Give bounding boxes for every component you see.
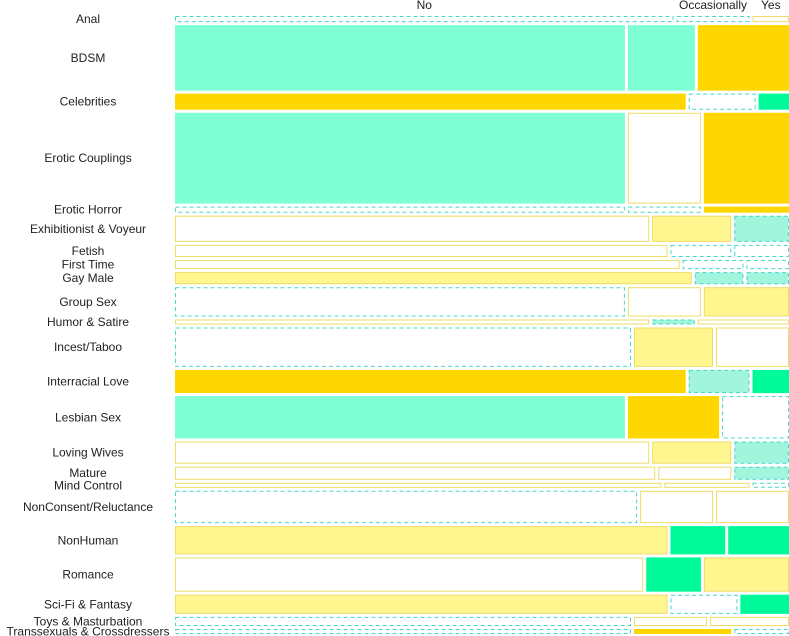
- cell-1-2: [697, 25, 789, 91]
- cell-0-2: [752, 16, 789, 23]
- row-label: Loving Wives: [52, 446, 123, 460]
- row-label: Humor & Satire: [47, 315, 129, 329]
- cell-13-1: [627, 396, 720, 439]
- cell-9-0: [175, 287, 625, 317]
- cell-11-2: [716, 327, 789, 367]
- cell-18-1: [670, 526, 726, 555]
- cell-9-2: [703, 287, 789, 317]
- cell-8-1: [694, 272, 744, 285]
- cell-13-0: [175, 396, 625, 439]
- cell-20-1: [670, 594, 738, 614]
- cell-3-0: [175, 112, 625, 204]
- row-label: Romance: [62, 568, 114, 582]
- cell-22-0: [175, 629, 631, 634]
- row-label: Celebrities: [60, 95, 117, 109]
- cell-14-2: [734, 441, 789, 464]
- cell-6-1: [670, 244, 732, 257]
- cell-16-2: [752, 482, 789, 488]
- cell-3-1: [627, 112, 701, 204]
- column-labels: No Occasionally Yes: [417, 0, 781, 12]
- row-label: Erotic Couplings: [44, 151, 131, 165]
- cell-2-2: [758, 93, 789, 110]
- cell-10-0: [175, 319, 650, 325]
- cell-6-0: [175, 244, 668, 257]
- cell-13-2: [722, 396, 789, 439]
- mosaic-cells: [175, 16, 789, 634]
- row-label: Group Sex: [59, 295, 116, 309]
- cell-9-1: [627, 287, 701, 317]
- row-label: Incest/Taboo: [54, 340, 122, 354]
- cell-16-0: [175, 482, 662, 488]
- row-label: Sci-Fi & Fantasy: [44, 597, 132, 611]
- cell-15-0: [175, 466, 656, 480]
- cell-12-2: [752, 369, 789, 394]
- row-label: BDSM: [71, 51, 106, 65]
- cell-18-2: [728, 526, 789, 555]
- cell-17-0: [175, 490, 638, 524]
- cell-6-2: [734, 244, 789, 257]
- row-labels: Anal BDSM Celebrities Erotic Couplings Eroti…: [7, 12, 170, 636]
- cell-10-1: [652, 319, 695, 325]
- cell-19-1: [646, 557, 701, 592]
- cell-7-0: [175, 260, 680, 270]
- row-label: Interracial Love: [47, 375, 129, 389]
- cell-22-1: [634, 629, 732, 634]
- row-label: Transsexuals & Crossdressers: [7, 625, 170, 636]
- cell-14-0: [175, 441, 650, 464]
- cell-8-0: [175, 272, 692, 285]
- cell-15-2: [734, 466, 789, 480]
- cell-5-0: [175, 215, 650, 242]
- cell-21-0: [175, 616, 631, 627]
- cell-11-0: [175, 327, 631, 367]
- row-label: Mind Control: [54, 478, 122, 492]
- cell-11-1: [634, 327, 713, 367]
- row-label: Gay Male: [62, 271, 114, 285]
- cell-7-1: [682, 260, 744, 270]
- cell-4-0: [175, 206, 625, 213]
- column-label: No: [417, 0, 433, 12]
- row-label: Exhibitionist & Voyeur: [30, 222, 146, 236]
- cell-2-0: [175, 93, 686, 110]
- cell-12-1: [688, 369, 750, 394]
- cell-21-2: [710, 616, 789, 627]
- cell-20-2: [740, 594, 789, 614]
- row-label: First Time: [62, 258, 115, 272]
- cell-17-2: [716, 490, 789, 524]
- row-label: Fetish: [72, 244, 105, 258]
- cell-5-2: [734, 215, 789, 242]
- cell-0-0: [175, 16, 674, 23]
- row-label: Mature: [69, 466, 107, 480]
- cell-5-1: [652, 215, 732, 242]
- cell-14-1: [652, 441, 732, 464]
- row-label: Erotic Horror: [54, 203, 122, 217]
- cell-17-1: [640, 490, 714, 524]
- cell-3-2: [703, 112, 789, 204]
- cell-2-1: [688, 93, 756, 110]
- cell-1-1: [627, 25, 695, 91]
- cell-4-1: [627, 206, 701, 213]
- cell-16-1: [664, 482, 750, 488]
- row-label: Anal: [76, 12, 100, 26]
- column-label: Occasionally: [679, 0, 747, 12]
- column-label: Yes: [761, 0, 781, 12]
- cell-1-0: [175, 25, 625, 91]
- cell-15-1: [658, 466, 732, 480]
- cell-4-2: [703, 206, 789, 213]
- cell-8-2: [746, 272, 789, 285]
- row-label: NonHuman: [58, 533, 119, 547]
- cell-19-2: [703, 557, 789, 592]
- cell-0-1: [676, 16, 750, 23]
- cell-20-0: [175, 594, 668, 614]
- cell-21-1: [634, 616, 707, 627]
- row-label: Lesbian Sex: [55, 410, 121, 424]
- cell-12-0: [175, 369, 686, 394]
- cell-22-2: [734, 629, 789, 634]
- cell-10-2: [697, 319, 789, 325]
- cell-7-2: [746, 260, 789, 270]
- row-label: NonConsent/Reluctance: [23, 500, 153, 514]
- cell-19-0: [175, 557, 644, 592]
- row-label: Toys & Masturbation: [34, 614, 143, 628]
- cell-18-0: [175, 526, 668, 555]
